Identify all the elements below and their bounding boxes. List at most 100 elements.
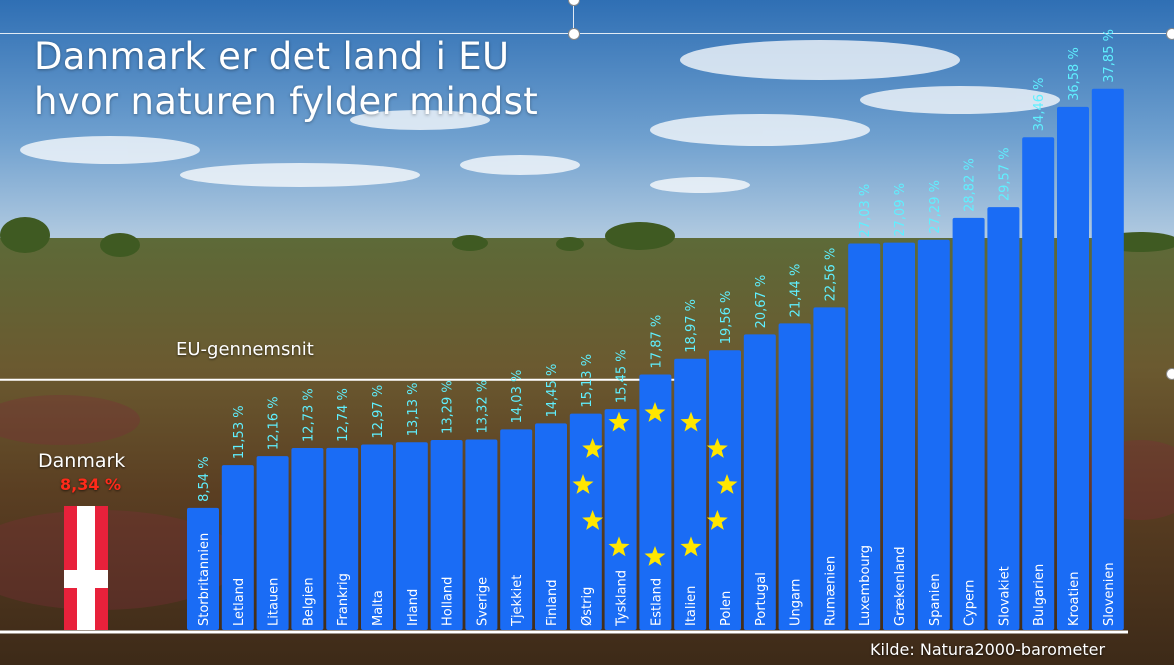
value-label-2: 12,16 % bbox=[267, 396, 282, 450]
bar-1 bbox=[221, 465, 254, 630]
category-label-11: Østrig bbox=[580, 587, 595, 626]
eu-star-icon-3 bbox=[716, 474, 738, 494]
value-label-4: 12,74 % bbox=[336, 388, 351, 442]
bar-24 bbox=[1022, 137, 1055, 631]
denmark-value: 8,34 % bbox=[60, 475, 122, 494]
value-label-6: 13,13 % bbox=[406, 383, 421, 437]
value-label-10: 14,45 % bbox=[545, 364, 560, 418]
bar-10 bbox=[535, 423, 567, 630]
bar-20 bbox=[883, 242, 915, 630]
bar-6 bbox=[395, 442, 428, 630]
bar-14 bbox=[674, 358, 707, 630]
eu-star-icon-0 bbox=[644, 402, 666, 422]
value-label-24: 34,46 % bbox=[1032, 78, 1047, 132]
bar-25 bbox=[1057, 106, 1089, 630]
value-label-11: 15,13 % bbox=[580, 354, 595, 408]
bar-9 bbox=[500, 429, 533, 630]
bar-5 bbox=[361, 444, 393, 630]
category-label-12: Tyskland bbox=[615, 570, 630, 627]
eu-star-icon-1 bbox=[680, 411, 702, 432]
resize-handle-right[interactable] bbox=[1166, 368, 1174, 380]
category-label-18: Rumænien bbox=[823, 556, 838, 626]
category-label-8: Sverige bbox=[475, 577, 490, 626]
chart-title: Danmark er det land i EU hvor naturen fy… bbox=[34, 34, 538, 124]
title-line-2: hvor naturen fylder mindst bbox=[34, 80, 539, 123]
title-line-1: Danmark er det land i EU bbox=[34, 35, 510, 78]
value-label-0: 8,54 % bbox=[197, 456, 212, 501]
value-label-23: 29,57 % bbox=[997, 147, 1012, 201]
category-label-14: Italien bbox=[684, 586, 699, 626]
danish-flag-icon bbox=[64, 506, 108, 630]
eu-star-icon-11 bbox=[608, 411, 630, 432]
value-label-15: 19,56 % bbox=[719, 291, 734, 345]
resize-handle-top[interactable] bbox=[568, 28, 580, 40]
category-label-0: Storbritannien bbox=[197, 533, 212, 626]
value-label-8: 13,32 % bbox=[475, 380, 490, 434]
bar-18 bbox=[813, 307, 846, 630]
category-label-9: Tjekkiet bbox=[510, 575, 525, 627]
eu-star-icon-6 bbox=[644, 546, 666, 566]
value-label-19: 27,03 % bbox=[858, 184, 873, 238]
category-label-25: Kroatien bbox=[1067, 572, 1082, 626]
denmark-label: Danmark bbox=[38, 450, 126, 472]
value-label-5: 12,97 % bbox=[371, 385, 386, 439]
category-label-1: Letland bbox=[232, 578, 247, 626]
value-label-18: 22,56 % bbox=[823, 248, 838, 302]
category-label-26: Slovenien bbox=[1102, 562, 1117, 626]
value-label-16: 20,67 % bbox=[754, 275, 769, 329]
value-label-14: 18,97 % bbox=[684, 299, 699, 353]
value-label-1: 11,53 % bbox=[232, 405, 247, 459]
category-label-13: Estland bbox=[649, 578, 664, 626]
eu-star-icon-4 bbox=[706, 510, 728, 530]
value-label-9: 14,03 % bbox=[510, 370, 525, 424]
bar-7 bbox=[430, 439, 463, 630]
bar-23 bbox=[987, 207, 1020, 631]
source-note: Kilde: Natura2000-barometer bbox=[870, 640, 1106, 659]
eu-average-label: EU-gennemsnit bbox=[176, 339, 314, 360]
bar-3 bbox=[291, 447, 324, 630]
value-label-26: 37,85 % bbox=[1102, 29, 1117, 83]
selection-border bbox=[0, 33, 1174, 34]
bar-22 bbox=[952, 217, 985, 630]
bar-21 bbox=[917, 239, 950, 631]
category-label-10: Finland bbox=[545, 580, 560, 626]
category-label-15: Polen bbox=[719, 591, 734, 626]
category-label-19: Luxembourg bbox=[858, 545, 873, 626]
flag-cross-vertical bbox=[77, 506, 95, 630]
category-label-23: Slovakiet bbox=[997, 566, 1012, 626]
value-label-3: 12,73 % bbox=[301, 388, 316, 442]
rotation-handle-stem bbox=[573, 0, 574, 33]
category-label-5: Malta bbox=[371, 590, 386, 626]
resize-handle-top-right[interactable] bbox=[1166, 28, 1174, 40]
category-label-20: Grækenland bbox=[893, 546, 908, 626]
category-label-21: Spanien bbox=[928, 573, 943, 626]
category-label-7: Holland bbox=[441, 577, 456, 626]
bar-8 bbox=[465, 439, 498, 630]
category-label-16: Portugal bbox=[754, 572, 769, 626]
bar-4 bbox=[326, 447, 359, 630]
value-label-21: 27,29 % bbox=[928, 180, 943, 234]
category-label-22: Cypern bbox=[963, 580, 978, 626]
bar-13 bbox=[639, 374, 672, 630]
value-label-20: 27,09 % bbox=[893, 183, 908, 237]
bar-17 bbox=[778, 323, 811, 630]
category-label-2: Litauen bbox=[267, 578, 282, 626]
category-label-6: Irland bbox=[406, 589, 421, 626]
value-label-7: 13,29 % bbox=[441, 380, 456, 434]
eu-star-icon-10 bbox=[582, 438, 604, 458]
value-label-13: 17,87 % bbox=[649, 315, 664, 369]
eu-star-icon-2 bbox=[706, 438, 728, 458]
value-label-12: 15,45 % bbox=[615, 349, 630, 403]
eu-star-icon-7 bbox=[608, 536, 630, 557]
bar-26 bbox=[1091, 88, 1124, 631]
category-label-4: Frankrig bbox=[336, 573, 351, 626]
eu-star-icon-9 bbox=[572, 474, 594, 494]
value-label-17: 21,44 % bbox=[789, 264, 804, 318]
eu-star-icon-8 bbox=[582, 510, 604, 530]
bar-16 bbox=[743, 334, 776, 630]
bar-12 bbox=[604, 409, 637, 630]
value-label-25: 36,58 % bbox=[1067, 47, 1082, 101]
bar-19 bbox=[848, 243, 881, 630]
